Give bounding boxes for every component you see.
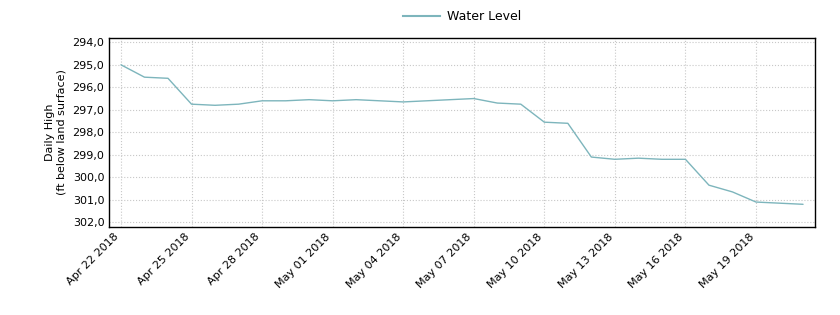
Legend: Water Level: Water Level [403,10,521,23]
Y-axis label: Daily High
(ft below land surface): Daily High (ft below land surface) [45,69,67,195]
